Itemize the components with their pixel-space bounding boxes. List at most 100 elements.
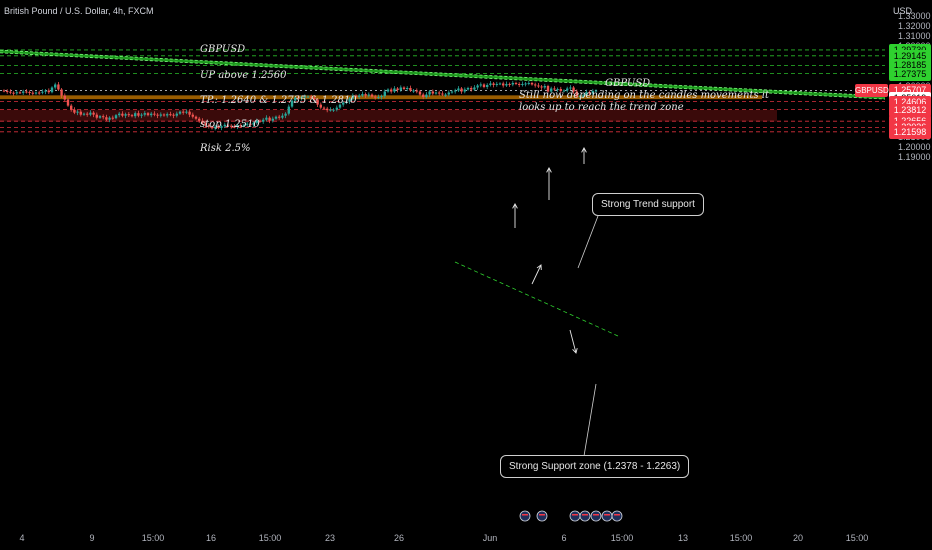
- candle-body: [482, 84, 486, 87]
- candle-body: [332, 109, 335, 111]
- price-label-121598: 1.21598: [889, 125, 931, 139]
- candle-body: [594, 90, 598, 92]
- candle-body: [425, 94, 428, 98]
- candle-body: [572, 87, 575, 92]
- candle-body: [342, 102, 345, 105]
- candle-body: [534, 84, 537, 86]
- candle-body: [530, 82, 534, 85]
- candle-body: [239, 125, 242, 127]
- candle-body: [226, 124, 230, 126]
- candle-body: [25, 91, 28, 93]
- candle-body: [47, 90, 50, 93]
- candle-body: [111, 117, 114, 119]
- candle-body: [431, 91, 434, 94]
- candle-body: [54, 84, 57, 88]
- y-tick-label: 1.33000: [898, 11, 931, 21]
- arrow-down-stop: [569, 329, 577, 354]
- candle-body: [466, 87, 470, 90]
- event-flag-icon: [601, 510, 613, 522]
- candle-body: [316, 99, 319, 105]
- candle-body: [351, 95, 354, 99]
- candle-body: [457, 88, 460, 91]
- candle-body: [591, 91, 594, 94]
- candle-body: [354, 95, 358, 98]
- candle-body: [326, 108, 329, 111]
- candle-body: [418, 91, 422, 95]
- candle-body: [310, 96, 313, 98]
- event-flag-icon: [579, 510, 591, 522]
- candle-body: [182, 111, 185, 113]
- candle-body: [66, 99, 70, 106]
- candle-body: [262, 119, 265, 122]
- trend-band: [0, 50, 885, 100]
- y-tick-label: 1.20000: [898, 141, 931, 152]
- candle-body: [146, 113, 150, 116]
- candle-body: [143, 113, 146, 115]
- event-icons-layer: [519, 510, 623, 522]
- note-line-4: stop 1.2510: [200, 119, 260, 130]
- candle-body: [450, 91, 454, 93]
- candle-body: [486, 84, 489, 87]
- trend-band-upper-edge: [0, 49, 886, 97]
- candle-body: [556, 89, 559, 91]
- candle-body: [108, 117, 111, 120]
- candle-body: [495, 83, 498, 85]
- candle-body: [489, 83, 492, 85]
- candle-body: [95, 114, 98, 118]
- candle-body: [79, 111, 82, 115]
- candle-body: [527, 82, 530, 84]
- candle-body: [44, 90, 47, 92]
- candle-body: [319, 104, 322, 108]
- candle-body: [578, 96, 582, 98]
- symbol-title[interactable]: British Pound / U.S. Dollar, 4h, FXCM: [4, 6, 154, 16]
- candle-body: [172, 114, 175, 116]
- trend-band-layer: [0, 49, 886, 100]
- candle-body: [169, 114, 172, 116]
- x-tick-label: 13: [677, 533, 689, 543]
- candle-body: [34, 92, 38, 94]
- candle-body: [159, 114, 162, 116]
- candle-body: [409, 87, 412, 91]
- candle-body: [546, 85, 550, 92]
- candle-body: [12, 92, 15, 94]
- support-zone-rect: [0, 109, 777, 122]
- x-tick-label: 6: [561, 533, 567, 543]
- x-tick-label: 15:00: [845, 533, 869, 543]
- event-flag-icon: [536, 510, 548, 522]
- candle-body: [230, 125, 233, 127]
- candle-body: [89, 112, 92, 115]
- price-label-123812: 1.23812: [889, 103, 931, 117]
- y-tick-label: 1.31000: [898, 31, 931, 42]
- x-tick-label: 15:00: [610, 533, 634, 543]
- candle-body: [434, 92, 438, 94]
- x-tick-label: 26: [393, 533, 405, 543]
- candle-body: [297, 97, 300, 99]
- candle-body: [514, 82, 518, 84]
- candle-body: [210, 126, 214, 129]
- candle-body: [73, 109, 76, 113]
- candle-body: [380, 96, 383, 98]
- candle-body: [194, 116, 198, 119]
- event-flag-icon: [611, 510, 623, 522]
- candle-body: [364, 94, 367, 96]
- candle-body: [438, 92, 441, 94]
- candle-body: [303, 96, 306, 98]
- event-flag-icon-stripe: [539, 514, 545, 516]
- candle-body: [223, 124, 226, 127]
- orange-band-rect: [0, 95, 762, 100]
- candle-body: [191, 114, 194, 117]
- candle-body: [268, 117, 271, 121]
- arrow-up-breakout: [531, 264, 542, 285]
- candle-body: [521, 83, 524, 85]
- candle-body: [348, 98, 351, 102]
- trend-support-callout[interactable]: Strong Trend support: [592, 193, 704, 216]
- x-tick-label: 9: [89, 533, 95, 543]
- projection-line: [454, 261, 619, 337]
- candle-body: [281, 115, 284, 118]
- support-zone-callout[interactable]: Strong Support zone (1.2378 - 1.2263): [500, 455, 690, 478]
- candle-body: [306, 96, 310, 98]
- candle-body: [335, 107, 338, 110]
- candle-body: [566, 88, 569, 91]
- price-label-GBPUSD: GBPUSD: [855, 84, 889, 98]
